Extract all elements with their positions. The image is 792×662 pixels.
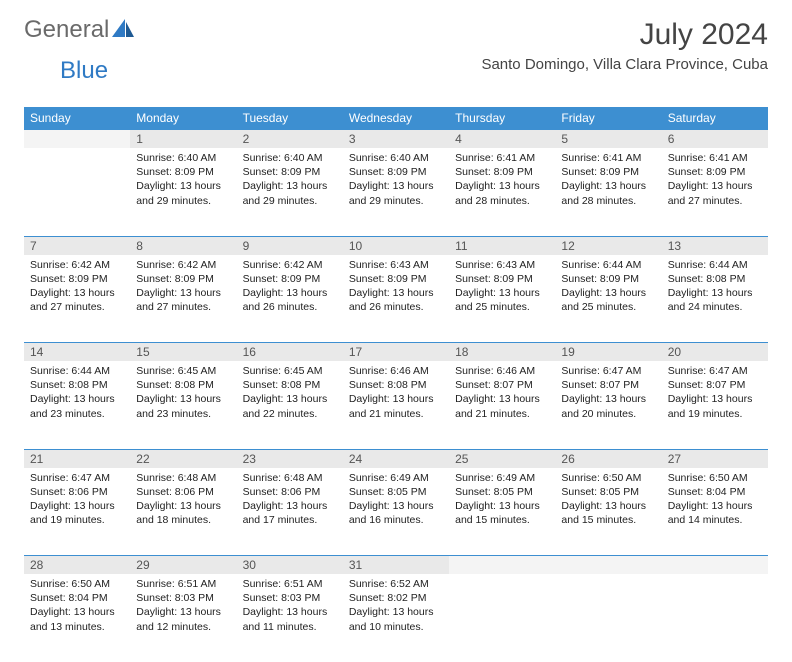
day-header-row: SundayMondayTuesdayWednesdayThursdayFrid… <box>24 107 768 130</box>
day-cell: Sunrise: 6:52 AMSunset: 8:02 PMDaylight:… <box>343 574 449 662</box>
sail-icon <box>112 19 134 37</box>
day-header: Friday <box>555 107 661 130</box>
day-number <box>662 556 768 575</box>
day-cell: Sunrise: 6:41 AMSunset: 8:09 PMDaylight:… <box>555 148 661 236</box>
day-cell: Sunrise: 6:41 AMSunset: 8:09 PMDaylight:… <box>662 148 768 236</box>
day-number <box>449 556 555 575</box>
day-cell: Sunrise: 6:50 AMSunset: 8:05 PMDaylight:… <box>555 468 661 556</box>
day-number: 25 <box>449 449 555 468</box>
day-number: 16 <box>237 343 343 362</box>
day-cell: Sunrise: 6:48 AMSunset: 8:06 PMDaylight:… <box>237 468 343 556</box>
day-cell: Sunrise: 6:41 AMSunset: 8:09 PMDaylight:… <box>449 148 555 236</box>
day-cell: Sunrise: 6:49 AMSunset: 8:05 PMDaylight:… <box>343 468 449 556</box>
day-number: 13 <box>662 236 768 255</box>
day-number: 29 <box>130 556 236 575</box>
day-cell: Sunrise: 6:42 AMSunset: 8:09 PMDaylight:… <box>237 255 343 343</box>
day-cell <box>555 574 661 662</box>
day-cell: Sunrise: 6:49 AMSunset: 8:05 PMDaylight:… <box>449 468 555 556</box>
day-cell: Sunrise: 6:43 AMSunset: 8:09 PMDaylight:… <box>449 255 555 343</box>
content-row: Sunrise: 6:47 AMSunset: 8:06 PMDaylight:… <box>24 468 768 556</box>
day-number: 27 <box>662 449 768 468</box>
day-number: 1 <box>130 130 236 149</box>
day-header: Wednesday <box>343 107 449 130</box>
content-row: Sunrise: 6:44 AMSunset: 8:08 PMDaylight:… <box>24 361 768 449</box>
day-number: 3 <box>343 130 449 149</box>
day-cell: Sunrise: 6:50 AMSunset: 8:04 PMDaylight:… <box>662 468 768 556</box>
daynum-row: 14151617181920 <box>24 343 768 362</box>
day-number: 17 <box>343 343 449 362</box>
day-number <box>555 556 661 575</box>
content-row: Sunrise: 6:42 AMSunset: 8:09 PMDaylight:… <box>24 255 768 343</box>
day-number: 20 <box>662 343 768 362</box>
day-cell: Sunrise: 6:48 AMSunset: 8:06 PMDaylight:… <box>130 468 236 556</box>
day-header: Saturday <box>662 107 768 130</box>
day-cell <box>24 148 130 236</box>
day-number: 22 <box>130 449 236 468</box>
day-number: 11 <box>449 236 555 255</box>
day-number: 7 <box>24 236 130 255</box>
day-number: 4 <box>449 130 555 149</box>
day-cell: Sunrise: 6:44 AMSunset: 8:09 PMDaylight:… <box>555 255 661 343</box>
daynum-row: 123456 <box>24 130 768 149</box>
day-number: 8 <box>130 236 236 255</box>
day-cell: Sunrise: 6:42 AMSunset: 8:09 PMDaylight:… <box>130 255 236 343</box>
daynum-row: 78910111213 <box>24 236 768 255</box>
day-number: 28 <box>24 556 130 575</box>
day-cell: Sunrise: 6:42 AMSunset: 8:09 PMDaylight:… <box>24 255 130 343</box>
day-cell: Sunrise: 6:44 AMSunset: 8:08 PMDaylight:… <box>662 255 768 343</box>
day-cell: Sunrise: 6:46 AMSunset: 8:08 PMDaylight:… <box>343 361 449 449</box>
content-row: Sunrise: 6:40 AMSunset: 8:09 PMDaylight:… <box>24 148 768 236</box>
day-number: 10 <box>343 236 449 255</box>
day-number: 24 <box>343 449 449 468</box>
day-header: Tuesday <box>237 107 343 130</box>
day-number <box>24 130 130 149</box>
day-number: 30 <box>237 556 343 575</box>
day-number: 26 <box>555 449 661 468</box>
day-cell: Sunrise: 6:44 AMSunset: 8:08 PMDaylight:… <box>24 361 130 449</box>
day-cell: Sunrise: 6:50 AMSunset: 8:04 PMDaylight:… <box>24 574 130 662</box>
day-cell: Sunrise: 6:47 AMSunset: 8:07 PMDaylight:… <box>662 361 768 449</box>
day-number: 6 <box>662 130 768 149</box>
daynum-row: 21222324252627 <box>24 449 768 468</box>
calendar-table: SundayMondayTuesdayWednesdayThursdayFrid… <box>24 107 768 662</box>
day-number: 5 <box>555 130 661 149</box>
day-cell: Sunrise: 6:47 AMSunset: 8:07 PMDaylight:… <box>555 361 661 449</box>
day-cell: Sunrise: 6:43 AMSunset: 8:09 PMDaylight:… <box>343 255 449 343</box>
day-cell: Sunrise: 6:47 AMSunset: 8:06 PMDaylight:… <box>24 468 130 556</box>
day-cell <box>449 574 555 662</box>
logo: General <box>24 18 134 42</box>
day-cell: Sunrise: 6:46 AMSunset: 8:07 PMDaylight:… <box>449 361 555 449</box>
day-header: Sunday <box>24 107 130 130</box>
day-number: 19 <box>555 343 661 362</box>
logo-text-gray: General <box>24 18 109 42</box>
day-cell: Sunrise: 6:40 AMSunset: 8:09 PMDaylight:… <box>130 148 236 236</box>
day-number: 9 <box>237 236 343 255</box>
day-header: Monday <box>130 107 236 130</box>
daynum-row: 28293031 <box>24 556 768 575</box>
day-number: 31 <box>343 556 449 575</box>
day-cell <box>662 574 768 662</box>
day-cell: Sunrise: 6:51 AMSunset: 8:03 PMDaylight:… <box>237 574 343 662</box>
day-number: 14 <box>24 343 130 362</box>
day-number: 23 <box>237 449 343 468</box>
day-number: 15 <box>130 343 236 362</box>
day-number: 21 <box>24 449 130 468</box>
day-number: 12 <box>555 236 661 255</box>
day-header: Thursday <box>449 107 555 130</box>
day-cell: Sunrise: 6:45 AMSunset: 8:08 PMDaylight:… <box>130 361 236 449</box>
day-cell: Sunrise: 6:40 AMSunset: 8:09 PMDaylight:… <box>343 148 449 236</box>
logo-text-blue: Blue <box>60 59 108 83</box>
day-cell: Sunrise: 6:51 AMSunset: 8:03 PMDaylight:… <box>130 574 236 662</box>
day-number: 18 <box>449 343 555 362</box>
day-cell: Sunrise: 6:45 AMSunset: 8:08 PMDaylight:… <box>237 361 343 449</box>
day-cell: Sunrise: 6:40 AMSunset: 8:09 PMDaylight:… <box>237 148 343 236</box>
content-row: Sunrise: 6:50 AMSunset: 8:04 PMDaylight:… <box>24 574 768 662</box>
day-number: 2 <box>237 130 343 149</box>
month-title: July 2024 <box>481 18 768 52</box>
